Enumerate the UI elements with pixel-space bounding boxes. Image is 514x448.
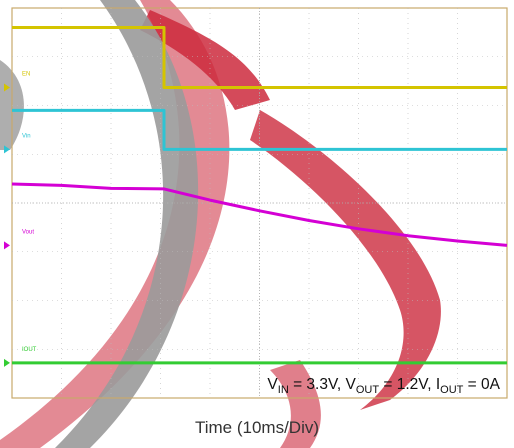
channel-labels: EN Vin Vout IOUT	[22, 71, 37, 352]
channel-marker-vout	[4, 241, 10, 250]
channel-marker-iout	[4, 358, 10, 367]
watermark-red-bottom	[270, 360, 321, 448]
channel-label-vout: Vout	[22, 229, 34, 235]
channel-marker-vin	[4, 145, 10, 154]
trace-vout	[11, 182, 508, 247]
in-subscript: IN	[278, 384, 289, 396]
watermark-red-right	[250, 110, 441, 410]
watermark-logo	[0, 0, 441, 448]
channel-marker-en	[4, 83, 10, 92]
watermark-gray-arc	[55, 0, 199, 448]
out-subscript: OUT	[356, 384, 380, 396]
v-in-value: = 3.3V, V	[289, 376, 357, 393]
i-out-value: = 0A	[463, 376, 500, 393]
v-out-value: = 1.2V, I	[379, 376, 440, 393]
plot-grid	[11, 7, 508, 399]
iout-subscript: OUT	[440, 384, 464, 396]
waveform-traces	[4, 26, 508, 367]
trace-vin	[12, 108, 507, 151]
channel-label-iout: IOUT	[22, 347, 37, 353]
x-axis-label: Time (10ms/Div)	[195, 418, 319, 437]
conditions-annotation: VIN = 3.3V, VOUT = 1.2V, IOUT = 0A	[267, 376, 500, 396]
trace-en	[12, 26, 507, 89]
v-symbol: V	[267, 376, 278, 393]
channel-label-vin: Vin	[22, 133, 31, 139]
channel-label-en: EN	[22, 71, 30, 77]
